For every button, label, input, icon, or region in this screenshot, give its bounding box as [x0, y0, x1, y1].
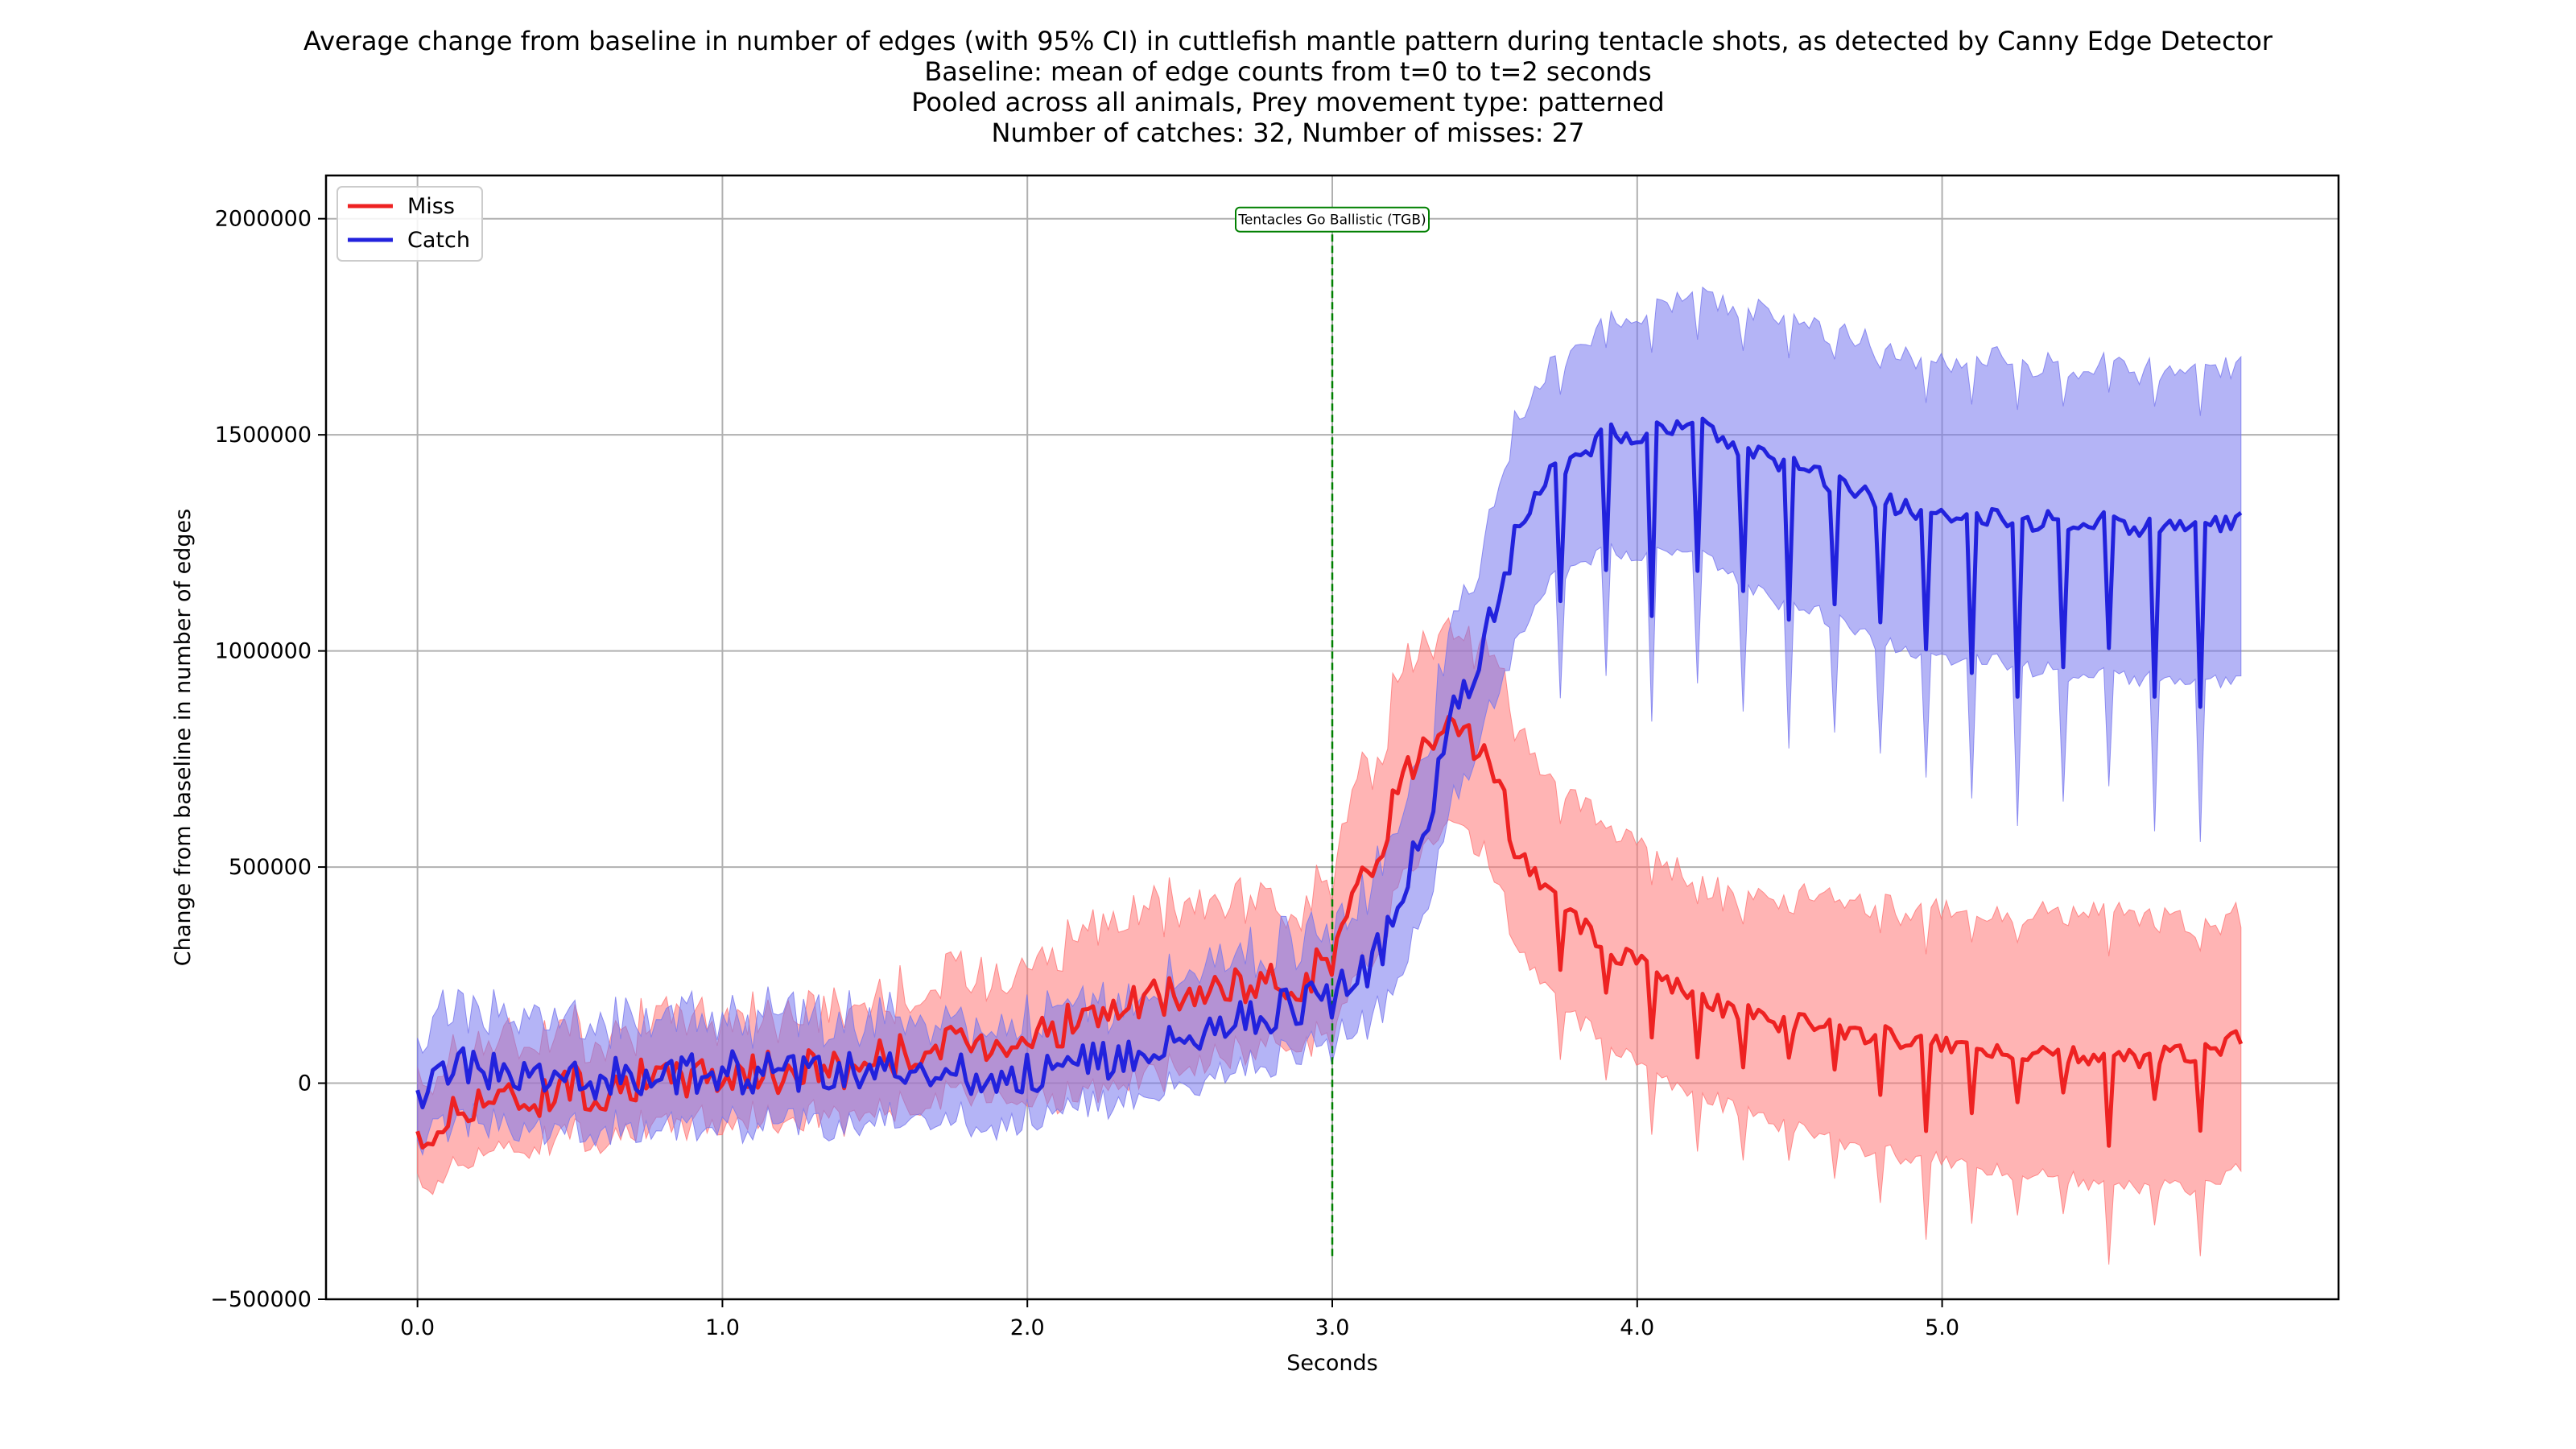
x-tick-label-2: 2.0 — [1010, 1315, 1045, 1340]
tgb-label: Tentacles Go Ballistic (TGB) — [1237, 213, 1426, 229]
x-tick-label-1: 1.0 — [705, 1315, 740, 1340]
title-line-2: Baseline: mean of edge counts from t=0 t… — [924, 56, 1651, 87]
legend-label-catch: Catch — [407, 228, 470, 253]
catch-mean-line — [415, 416, 2243, 1110]
x-tick-label-4: 4.0 — [1620, 1315, 1654, 1340]
miss-mean-line — [415, 714, 2244, 1150]
x-tick-label-0: 0.0 — [400, 1315, 435, 1340]
y-axis-label: Change from baseline in number of edges — [171, 509, 196, 966]
tgb-label-box — [1235, 206, 1430, 233]
y-axis-ticks: −500000 0 500000 1000000 1500000 2000000 — [210, 207, 326, 1312]
confidence-bands — [417, 286, 2242, 1265]
tgb-annotation: Tentacles Go Ballistic (TGB) — [1235, 206, 1430, 1257]
y-tick-label-3: 1000000 — [215, 639, 312, 664]
title-line-3: Pooled across all animals, Prey movement… — [911, 87, 1664, 118]
x-axis-label: Seconds — [1286, 1351, 1377, 1376]
x-tick-label-5: 5.0 — [1925, 1315, 1959, 1340]
legend-label-miss: Miss — [407, 194, 455, 219]
y-tick-label-2: 500000 — [229, 855, 312, 880]
title-line-4: Number of catches: 32, Number of misses:… — [992, 118, 1585, 148]
y-tick-label-1: 0 — [298, 1071, 312, 1096]
y-tick-label-4: 1500000 — [215, 423, 312, 448]
chart-title: Average change from baseline in number o… — [303, 26, 2273, 148]
y-tick-label-5: 2000000 — [215, 207, 312, 232]
y-tick-label-0: −500000 — [210, 1287, 312, 1312]
title-line-1: Average change from baseline in number o… — [303, 26, 2273, 56]
x-tick-label-3: 3.0 — [1315, 1315, 1350, 1340]
legend: Miss Catch — [336, 186, 483, 262]
x-axis-ticks: 0.0 1.0 2.0 3.0 4.0 5.0 — [400, 1299, 1959, 1340]
series-lines — [415, 416, 2244, 1150]
